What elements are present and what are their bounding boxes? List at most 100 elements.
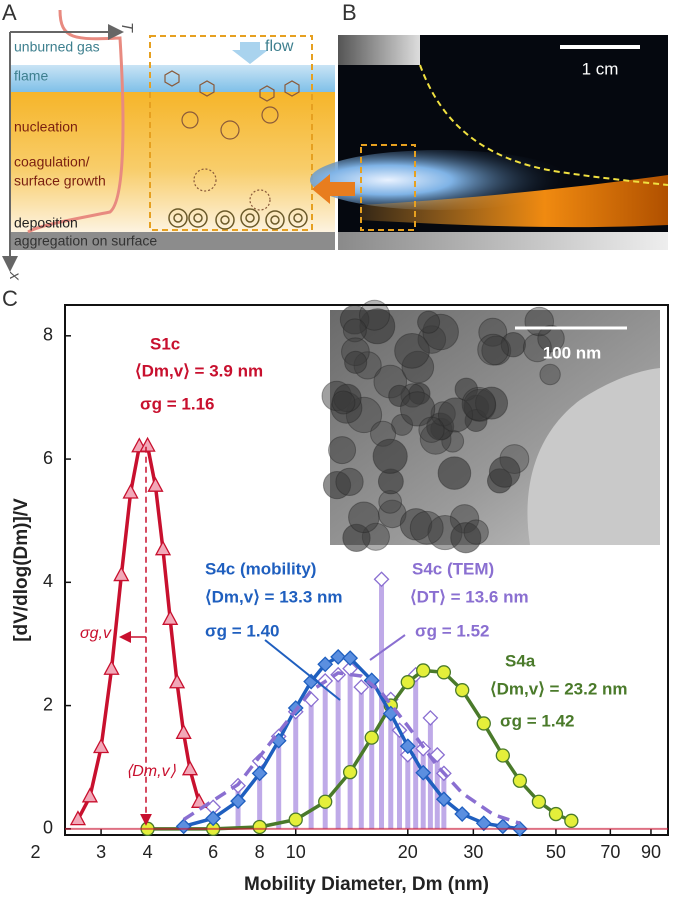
inset-particle	[478, 317, 508, 347]
diamond-marker	[342, 650, 359, 667]
x-axis-label: x	[6, 271, 23, 281]
triangle-marker	[122, 483, 139, 499]
diamond-marker	[399, 738, 416, 755]
triangle-marker	[113, 566, 130, 582]
mean-annotation: ⟨Dm,v⟩	[126, 763, 177, 780]
inset-particle	[463, 519, 489, 545]
circle-marker	[531, 794, 547, 809]
diamond-marker	[230, 793, 246, 810]
zone-label: flame	[14, 68, 48, 84]
panel-label: C	[2, 286, 18, 311]
circle-marker	[512, 773, 528, 788]
triangle-marker	[162, 609, 179, 625]
circle-marker	[495, 748, 510, 763]
inset-particle	[450, 522, 482, 554]
inset-particle	[437, 397, 474, 433]
zone-label: deposition	[14, 215, 78, 231]
series-label: S1c	[150, 334, 180, 353]
y-tick-label: 2	[43, 694, 53, 714]
y-tick-label: 6	[43, 448, 53, 468]
dashed-box	[149, 35, 313, 231]
flame-orange	[360, 175, 668, 228]
particle	[284, 80, 300, 97]
circle-marker	[400, 675, 415, 690]
circle-marker	[288, 812, 303, 827]
x-tick-label: 3	[96, 842, 106, 862]
deposit-particle	[215, 210, 235, 230]
particle	[259, 85, 275, 102]
dashed-box	[360, 144, 416, 231]
circle-marker	[436, 665, 452, 680]
circle-marker	[342, 764, 358, 780]
sigma-annotation: σg,v	[80, 625, 112, 642]
y-axis-title: [dV/dlog(Dm)]/V	[11, 498, 32, 642]
x-tick-label: 10	[286, 842, 306, 862]
x-tick-label: 50	[546, 842, 566, 862]
particle	[193, 168, 217, 192]
particle	[164, 70, 180, 87]
panel-b: 1 cm B	[310, 0, 669, 250]
triangle-marker	[181, 760, 199, 776]
diamond-marker	[415, 764, 432, 781]
inset-particle	[437, 456, 472, 490]
zone-label: nucleation	[14, 119, 78, 135]
open-diamond-marker	[415, 740, 432, 757]
triangle-marker	[147, 476, 164, 492]
triangle-marker	[81, 787, 99, 803]
deposit-particle	[173, 213, 183, 223]
histogram-bar	[257, 761, 263, 829]
temperature-profile	[27, 9, 125, 234]
diamond-marker	[317, 656, 334, 673]
plot-frame	[64, 304, 669, 836]
particle	[249, 189, 271, 211]
inset-scale-label: 100 nm	[543, 343, 602, 362]
particles	[164, 70, 300, 211]
inset-particle	[328, 436, 357, 465]
histogram-bar	[308, 699, 314, 829]
inset-particle	[342, 523, 371, 553]
deposit-particle	[265, 210, 285, 230]
circle-marker	[476, 716, 491, 731]
circle-marker	[564, 813, 579, 828]
triangle-marker	[69, 810, 87, 826]
flow-label: flow	[265, 38, 294, 55]
inset-substrate	[527, 368, 660, 545]
x-tick-label: 6	[208, 842, 218, 862]
substrate	[338, 232, 668, 250]
series-mean-label: ⟨DT⟩ = 13.6 nm	[410, 587, 529, 606]
inset-particle	[475, 386, 509, 420]
triangle-marker	[154, 540, 172, 556]
fit-line-dashed	[182, 671, 521, 825]
flow-arrow	[232, 42, 268, 64]
diamond-marker	[251, 765, 268, 782]
diamond-marker	[330, 648, 347, 665]
histogram-bar	[388, 699, 394, 829]
y-tick-label: 8	[43, 325, 53, 345]
diamond-marker	[205, 810, 222, 827]
series-sigma-label: σg = 1.16	[140, 394, 214, 413]
inset-particle	[394, 332, 430, 369]
histogram-bar	[358, 687, 364, 829]
inset-particle	[335, 467, 364, 497]
diamond-marker	[175, 818, 192, 835]
diamond-marker	[494, 818, 511, 835]
circle-marker	[416, 663, 431, 678]
deposit-particle	[270, 215, 280, 225]
circle-marker	[252, 819, 267, 835]
scale-label: 1 cm	[582, 59, 619, 78]
zone-label: surface growth	[14, 173, 106, 189]
zone-label: unburned gas	[14, 39, 100, 55]
x-tick-label: 90	[641, 842, 661, 862]
inset-particle	[417, 310, 441, 334]
histogram-bar	[347, 668, 353, 829]
open-diamond-marker	[373, 571, 390, 588]
diamond-marker	[435, 791, 452, 808]
inset-particle	[461, 386, 496, 422]
particle	[199, 80, 215, 97]
deposit-particle	[188, 208, 208, 228]
triangle-marker	[175, 723, 192, 739]
circle-marker	[318, 794, 333, 809]
